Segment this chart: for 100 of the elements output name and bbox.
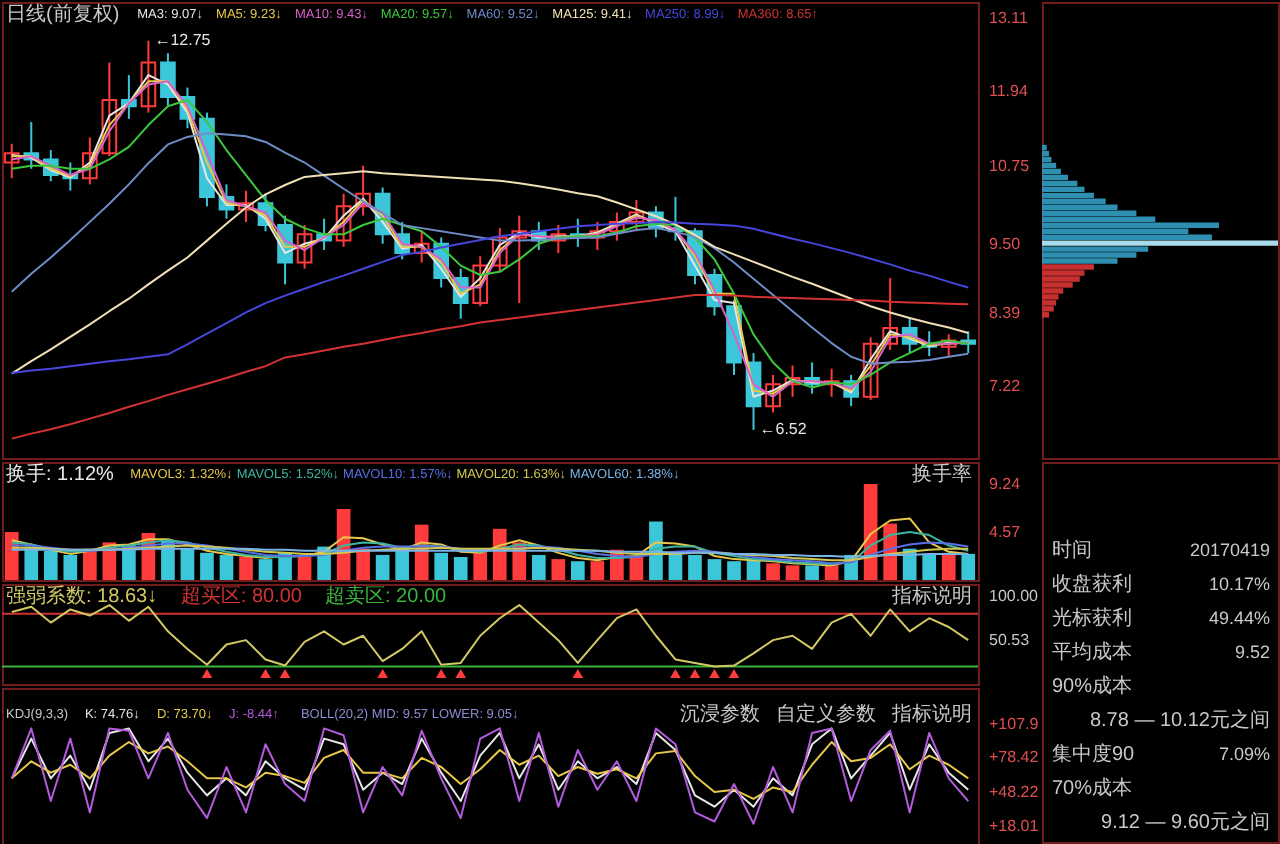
bar [1042, 246, 1149, 252]
y-tick-label: 7.22 [989, 377, 1022, 396]
text: 90%成本 [1052, 674, 1133, 698]
line-series [10, 170, 970, 375]
bar [941, 552, 956, 580]
y-tick-label: 13.11 [989, 9, 1029, 28]
bar [1042, 240, 1278, 246]
bar [1042, 264, 1094, 270]
annotation: 自定义参数 [776, 702, 876, 726]
bar [707, 559, 722, 580]
candlestick [413, 230, 430, 264]
candlestick [335, 192, 352, 248]
annotation: 指标说明 [890, 702, 972, 726]
text: 49.44% [1208, 608, 1270, 628]
bar [551, 559, 566, 580]
text: 20170419 [1189, 540, 1270, 560]
bar [63, 554, 78, 580]
bar [1042, 276, 1080, 282]
y-tick-label: +107.9 [989, 714, 1040, 733]
text: 时间 [1052, 538, 1092, 562]
candlestick [491, 227, 508, 273]
bar [43, 550, 58, 580]
line-series [10, 727, 970, 808]
ref-line-label: 超卖区: 20.00 [325, 584, 448, 608]
candlestick [784, 364, 801, 398]
text: 9.12 — 9.60元之间 [1101, 810, 1270, 834]
bar [1042, 306, 1054, 312]
candlestick [862, 336, 879, 401]
text: 平均成本 [1052, 640, 1132, 664]
bar [805, 565, 819, 580]
bar [356, 548, 370, 580]
candlestick [628, 199, 645, 233]
bar [4, 531, 19, 580]
annotation: 换手率 [912, 462, 972, 486]
bar [219, 554, 234, 580]
bar [297, 557, 312, 580]
y-tick-label: 9.50 [989, 234, 1022, 253]
candlestick [140, 39, 157, 114]
annotation: 指标说明 [890, 584, 972, 608]
bar [1042, 282, 1073, 288]
bar [1042, 312, 1050, 318]
bar [258, 559, 273, 580]
bar [1042, 222, 1219, 228]
candlestick [355, 164, 371, 217]
candlestick [940, 333, 957, 358]
text: 集中度90 [1052, 742, 1136, 766]
candlestick [882, 277, 898, 351]
y-tick-label: +48.22 [989, 782, 1040, 801]
candlestick [511, 214, 528, 305]
bar [961, 553, 976, 580]
text: 10.17% [1208, 574, 1270, 594]
y-tick-label: 100.00 [989, 587, 1040, 606]
bar [727, 561, 741, 580]
bar [1042, 168, 1061, 175]
bar [473, 550, 488, 580]
text: 换手: 1.12% [6, 462, 115, 486]
line-series [10, 132, 970, 365]
text: 9.52 [1234, 642, 1270, 662]
bar [688, 554, 702, 580]
text: 收盘获利 [1052, 572, 1132, 596]
line-series [10, 604, 970, 668]
bar [766, 563, 780, 580]
y-tick-label: 9.24 [989, 474, 1022, 493]
y-tick-label: 50.53 [989, 630, 1031, 649]
y-tick-label: 4.57 [989, 523, 1022, 542]
bar [531, 554, 546, 580]
text: 70%成本 [1052, 776, 1133, 800]
bar [922, 554, 937, 580]
text: 光标获利 [1052, 606, 1132, 630]
annotation: ←12.75 [154, 30, 212, 49]
bar [200, 552, 214, 580]
bar [629, 557, 644, 580]
candlestick [82, 136, 98, 186]
candlestick [550, 224, 567, 255]
bar [453, 557, 468, 580]
bar [571, 561, 585, 580]
bar [1042, 294, 1059, 300]
bar [785, 565, 800, 580]
bar [375, 554, 390, 580]
y-tick-label: 11.94 [989, 82, 1029, 101]
bar [1042, 180, 1078, 187]
chart-title: 日线(前复权) [6, 2, 120, 26]
text: 8.78 — 10.12元之间 [1089, 708, 1270, 732]
bar [1042, 300, 1057, 306]
bar [1042, 162, 1057, 169]
series-label: 强弱系数: 18.63↓ [6, 584, 158, 608]
line-series [10, 741, 970, 800]
bar [180, 548, 195, 580]
candlestick [3, 142, 20, 180]
y-tick-label: +18.01 [989, 817, 1040, 836]
y-tick-label: 8.39 [989, 304, 1022, 323]
bar [1042, 150, 1050, 157]
candlestick [238, 189, 254, 223]
candlestick [101, 61, 118, 158]
candlestick [296, 224, 313, 270]
y-tick-label: 10.75 [989, 156, 1031, 175]
line-series [10, 727, 970, 825]
annotation: ←6.52 [759, 419, 808, 438]
y-tick-label: +78.42 [989, 748, 1040, 767]
bar [239, 557, 253, 580]
